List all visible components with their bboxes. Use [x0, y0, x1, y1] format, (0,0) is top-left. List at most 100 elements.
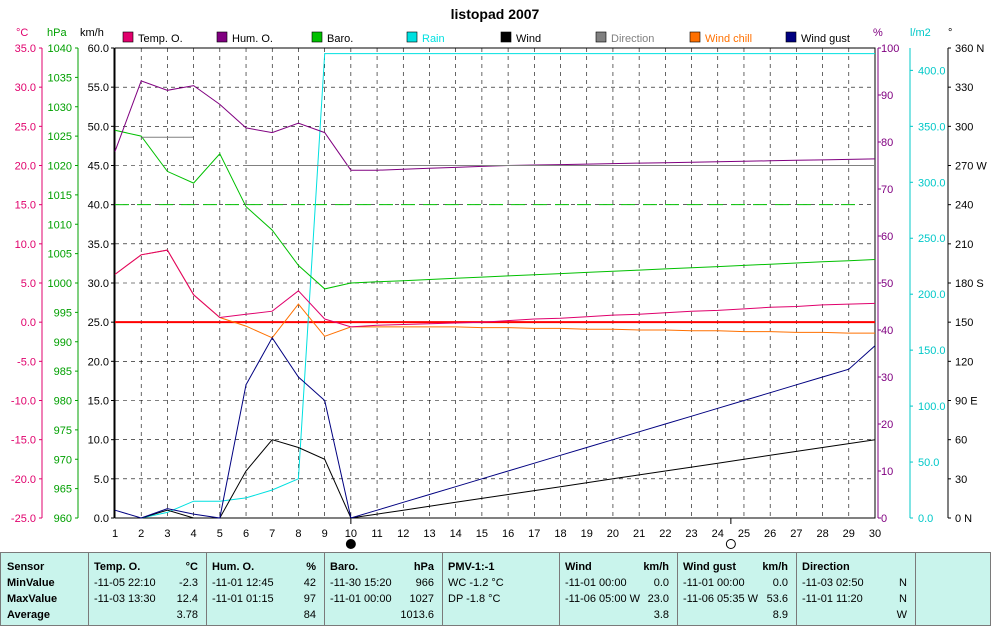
tick-label-wind: 25.0	[88, 317, 109, 329]
unit-hum: %	[873, 27, 883, 39]
stats-col-title: Hum. O.	[212, 561, 255, 573]
tick-label-baro: 990	[54, 337, 72, 349]
x-tick-label: 14	[450, 528, 462, 540]
x-tick-label: 20	[607, 528, 619, 540]
stats-col-unit: °C	[185, 561, 198, 573]
stats-col-title: Wind gust	[683, 561, 737, 573]
chart-title: listopad 2007	[451, 6, 540, 22]
tick-label-temp: -10.0	[11, 396, 36, 408]
tick-label-wind: 15.0	[88, 396, 109, 408]
x-tick-label: 22	[659, 528, 671, 540]
x-tick-label: 23	[685, 528, 697, 540]
stats-row-label: MinValue	[7, 577, 55, 589]
tick-label-baro: 1025	[48, 131, 72, 143]
x-tick-label: 11	[371, 528, 382, 540]
tick-label-rain: 0.0	[918, 513, 933, 525]
x-tick-label: 15	[476, 528, 488, 540]
stats-min-value: 966	[415, 577, 434, 589]
stats-max-value: 12.4	[176, 593, 198, 605]
x-tick-label: 27	[790, 528, 802, 540]
legend-label: Direction	[611, 33, 654, 45]
x-tick-label: 7	[269, 528, 275, 540]
stats-col-title: PMV-1:-1	[448, 561, 495, 573]
x-tick-label: 4	[191, 528, 197, 540]
x-tick-label: 8	[295, 528, 301, 540]
tick-label-temp: 5.0	[21, 278, 36, 290]
stats-min-value: 0.0	[772, 577, 788, 589]
x-tick-label: 19	[581, 528, 593, 540]
stats-min-time: -11-03 02:50	[802, 577, 864, 589]
stats-min-time: -11-05 22:10	[94, 577, 156, 589]
tick-label-baro: 1020	[48, 161, 72, 173]
unit-rain: l/m2	[910, 27, 931, 39]
tick-label-baro: 1015	[48, 190, 72, 202]
tick-label-wind: 30.0	[88, 278, 109, 290]
stats-average: 3.78	[176, 609, 198, 621]
series-line-wind-gust	[114, 336, 876, 519]
tick-label-rain: 200.0	[918, 289, 946, 301]
stats-max-time: -11-06 05:00 W	[565, 593, 641, 605]
legend-swatch	[406, 31, 418, 43]
stats-col-unit: km/h	[762, 561, 788, 573]
legend-label: Rain	[422, 33, 445, 45]
tick-label-wind: 10.0	[88, 435, 109, 447]
tick-label-hum: 0	[881, 513, 887, 525]
tick-label-temp: 20.0	[15, 161, 36, 173]
tick-label-wind: 60.0	[88, 43, 109, 55]
legend-label: Baro.	[327, 33, 353, 45]
tick-label-hum: 70	[881, 184, 893, 196]
stats-max-value: N	[899, 593, 907, 605]
tick-label-hum: 30	[881, 372, 893, 384]
unit-baro: hPa	[47, 27, 67, 39]
legend-swatch	[785, 31, 797, 43]
tick-label-baro: 1000	[48, 278, 72, 290]
unit-temp: °C	[16, 27, 28, 39]
series-line-rain	[115, 53, 875, 519]
tick-label-dir: 60	[955, 435, 967, 447]
tick-label-wind: 0.0	[94, 513, 109, 525]
tick-label-wind: 45.0	[88, 161, 109, 173]
tick-label-dir: 330	[955, 82, 973, 94]
tick-label-dir: 0 N	[955, 513, 972, 525]
tick-label-temp: 0.0	[21, 317, 36, 329]
tick-label-hum: 20	[881, 419, 893, 431]
unit-dir: °	[948, 27, 952, 39]
legend-label: Wind chill	[705, 33, 752, 45]
x-tick-label: 10	[345, 528, 357, 540]
stats-min-value: 0.0	[653, 577, 669, 589]
tick-label-temp: 25.0	[15, 121, 36, 133]
legend-swatch	[122, 31, 134, 43]
stats-max-time: DP -1.8 °C	[448, 593, 501, 605]
stats-header: Sensor	[7, 561, 45, 573]
tick-label-baro: 980	[54, 396, 72, 408]
x-tick-label: 6	[243, 528, 249, 540]
x-tick-label: 25	[738, 528, 750, 540]
stats-min-time: -11-01 12:45	[212, 577, 274, 589]
tick-label-temp: 30.0	[15, 82, 36, 94]
stats-max-time: -11-06 05:35 W	[683, 593, 759, 605]
tick-label-baro: 960	[54, 513, 72, 525]
tick-label-baro: 975	[54, 425, 72, 437]
tick-label-hum: 100	[881, 43, 899, 55]
legend-swatch	[216, 31, 228, 43]
tick-label-hum: 80	[881, 137, 893, 149]
tick-label-wind: 35.0	[88, 239, 109, 251]
tick-label-dir: 360 N	[955, 43, 984, 55]
tick-label-baro: 1035	[48, 72, 72, 84]
stats-table: Sensor MinValue MaxValue Average Temp. O. °C -…	[0, 552, 991, 626]
stats-average: 8.9	[772, 609, 788, 621]
stats-column	[89, 553, 207, 625]
tick-label-dir: 240	[955, 200, 973, 212]
stats-max-value: 1027	[409, 593, 434, 605]
tick-label-dir: 30	[955, 474, 967, 486]
series-line-wind-chill	[114, 249, 875, 339]
tick-label-hum: 50	[881, 278, 893, 290]
unit-wind: km/h	[80, 27, 104, 39]
stats-column	[443, 553, 560, 625]
x-tick-label: 3	[164, 528, 170, 540]
stats-min-value: -2.3	[179, 577, 198, 589]
tick-label-hum: 10	[881, 466, 893, 478]
stats-col-title: Baro.	[330, 561, 359, 573]
tick-label-baro: 970	[54, 454, 72, 466]
tick-label-wind: 55.0	[88, 82, 109, 94]
